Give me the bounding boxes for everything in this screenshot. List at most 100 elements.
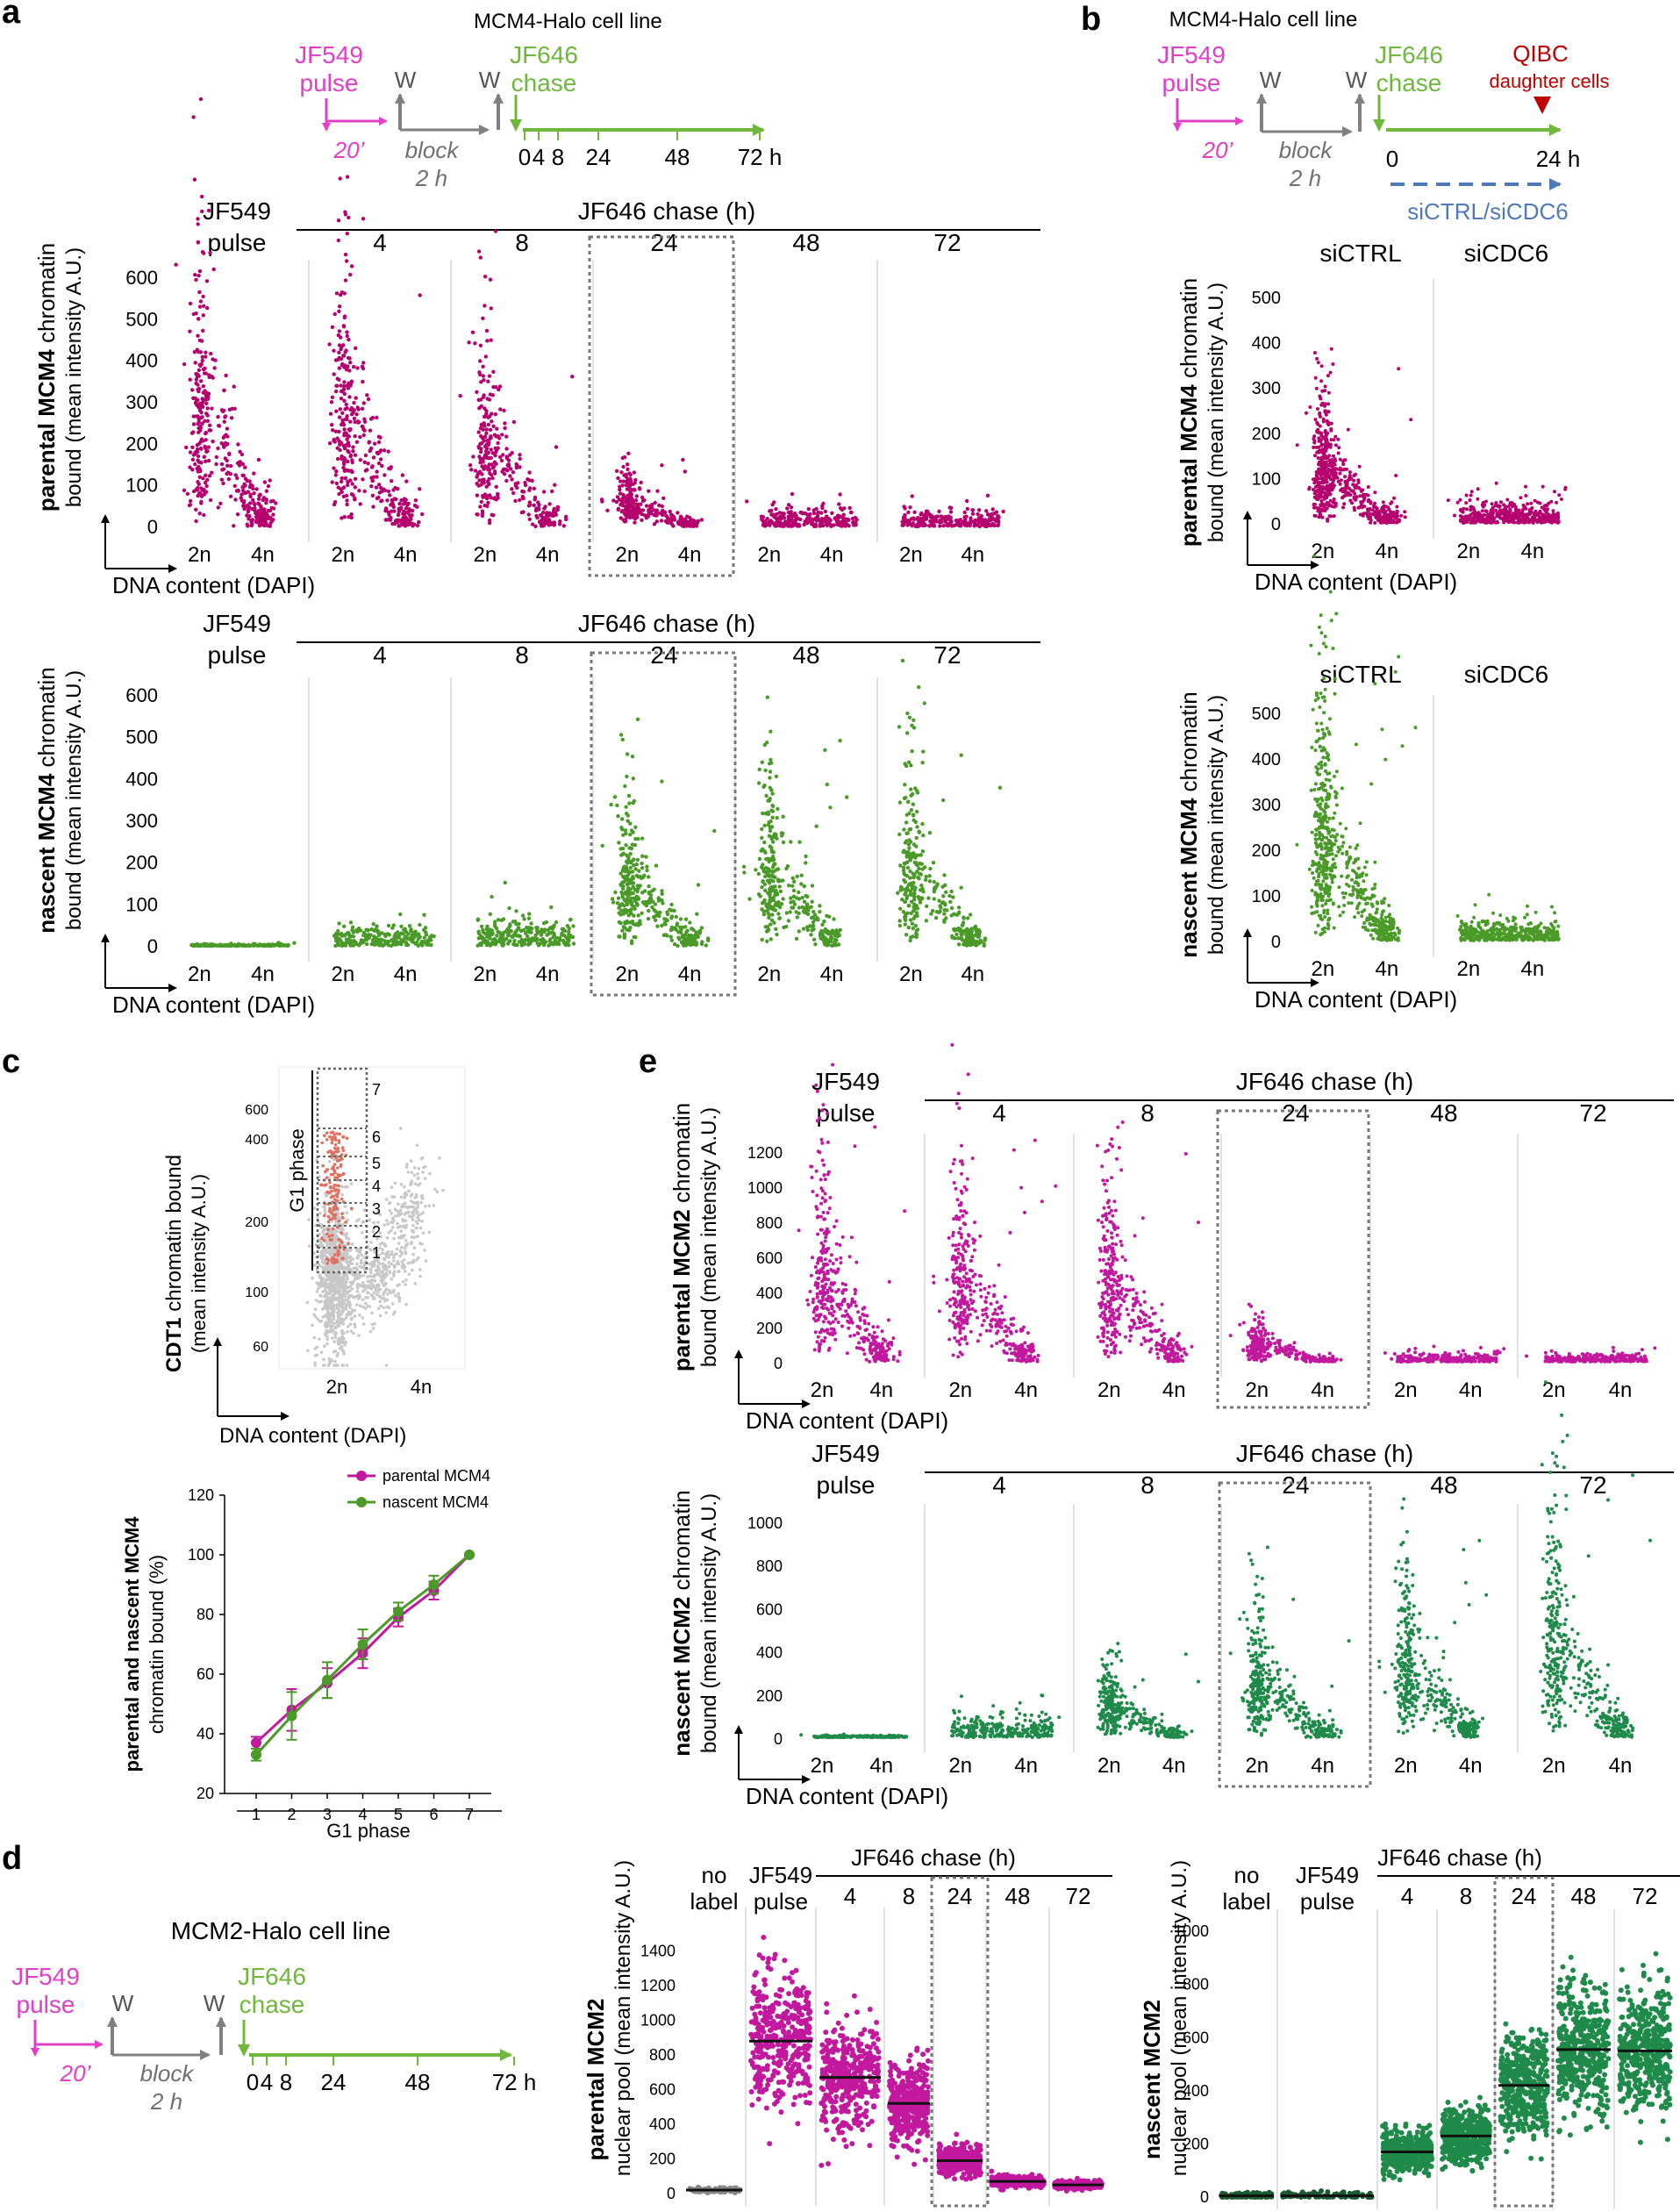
scatter-point (636, 875, 640, 879)
scatter-point (332, 348, 336, 353)
scatter-point (933, 519, 939, 524)
scatter-point (339, 397, 344, 401)
scatter-point (996, 518, 1001, 523)
scatter-point (764, 741, 769, 745)
scatter-point (268, 524, 272, 528)
scatter-point (219, 462, 225, 467)
scatter-point (264, 498, 268, 502)
scatter-point (924, 509, 929, 513)
scatter-point (410, 508, 415, 513)
scatter-point (647, 884, 651, 889)
scatter-point (1319, 364, 1324, 369)
scatter-point (358, 458, 362, 462)
scatter-point (1319, 504, 1323, 508)
scatter-point (198, 379, 204, 383)
scatter-point (348, 272, 353, 277)
scatter-point (640, 900, 646, 905)
scatter-point (695, 520, 699, 526)
scatter-point (353, 433, 357, 439)
scatter-point (567, 929, 571, 934)
scatter-point (655, 489, 660, 493)
column-header: 4 (373, 641, 387, 669)
scatter-point (903, 517, 907, 521)
scatter-point (197, 512, 202, 516)
scatter-point (1320, 389, 1325, 393)
scatter-point (543, 515, 547, 520)
scatter-point (942, 920, 947, 924)
scatter-point (208, 498, 213, 503)
scatter-point (412, 504, 418, 508)
scatter-point (337, 415, 342, 419)
scatter-point (483, 449, 489, 454)
scatter-point (424, 933, 429, 937)
scatter-point (657, 913, 661, 919)
scatter-point (259, 516, 263, 521)
scatter-point (1359, 489, 1363, 493)
scatter-point (621, 925, 626, 929)
scatter-point (629, 941, 634, 946)
y-axis-label-2: bound (mean intensity A.U.) (62, 247, 86, 507)
scatter-point (412, 931, 418, 936)
scatter-point (619, 908, 624, 913)
scatter-point (760, 937, 764, 942)
scatter-point (494, 462, 498, 466)
scatter-point (376, 932, 382, 936)
scatter-point (534, 506, 539, 511)
scatter-point (259, 505, 263, 509)
scatter-point (620, 868, 626, 873)
scatter-point (527, 517, 532, 521)
scatter-point (1316, 481, 1320, 485)
scatter-point (404, 942, 409, 948)
scatter-point (639, 508, 643, 512)
scatter-point (1327, 421, 1332, 426)
scatter-point (482, 456, 486, 461)
scatter-point (482, 393, 486, 397)
w-label-b: W (1260, 67, 1282, 93)
scatter-point (769, 808, 774, 812)
scatter-point (1341, 487, 1346, 491)
scatter-point (777, 884, 782, 889)
scatter-point (196, 333, 200, 338)
scatter-point (1366, 485, 1370, 489)
scatter-point (654, 519, 659, 524)
scatter-point (659, 519, 664, 523)
x-tick-4n: 4n (251, 543, 275, 567)
scatter-point (491, 369, 496, 374)
scatter-point (418, 941, 424, 946)
scatter-point (547, 513, 552, 518)
scatter-point (914, 931, 919, 936)
scatter-point (938, 524, 942, 528)
scatter-point (546, 927, 550, 933)
scatter-point (627, 870, 633, 875)
scatter-point (382, 448, 387, 453)
scatter-point (767, 519, 771, 525)
timeline-tick-label: 48 (405, 2069, 431, 2095)
scatter-point (480, 436, 485, 440)
y-tick-label: 0 (1271, 515, 1281, 534)
scatter-point (187, 503, 192, 508)
scatter-point (368, 933, 373, 937)
scatter-point (258, 493, 262, 498)
scatter-point (640, 518, 644, 522)
scatter-point (541, 921, 547, 926)
scatter-point (518, 498, 522, 503)
scatter-point (549, 941, 554, 946)
scatter-point (647, 898, 652, 902)
scatter-point (799, 873, 804, 877)
scatter-point (478, 426, 483, 431)
scatter-point (193, 273, 197, 277)
sirna-label: siCTRL/siCDC6 (1407, 198, 1568, 225)
scatter-point (249, 523, 254, 528)
scatter-point (571, 941, 576, 946)
scatter-point (346, 483, 350, 488)
scatter-point (762, 840, 767, 845)
scatter-point (804, 861, 808, 865)
scatter-point (343, 278, 348, 283)
scatter-point (361, 217, 366, 221)
scatter-point (194, 519, 198, 524)
scatter-point (1331, 466, 1335, 470)
scatter-point (838, 738, 842, 743)
scatter-point (345, 406, 349, 411)
scatter-point (202, 512, 206, 518)
scatter-point (616, 896, 621, 900)
